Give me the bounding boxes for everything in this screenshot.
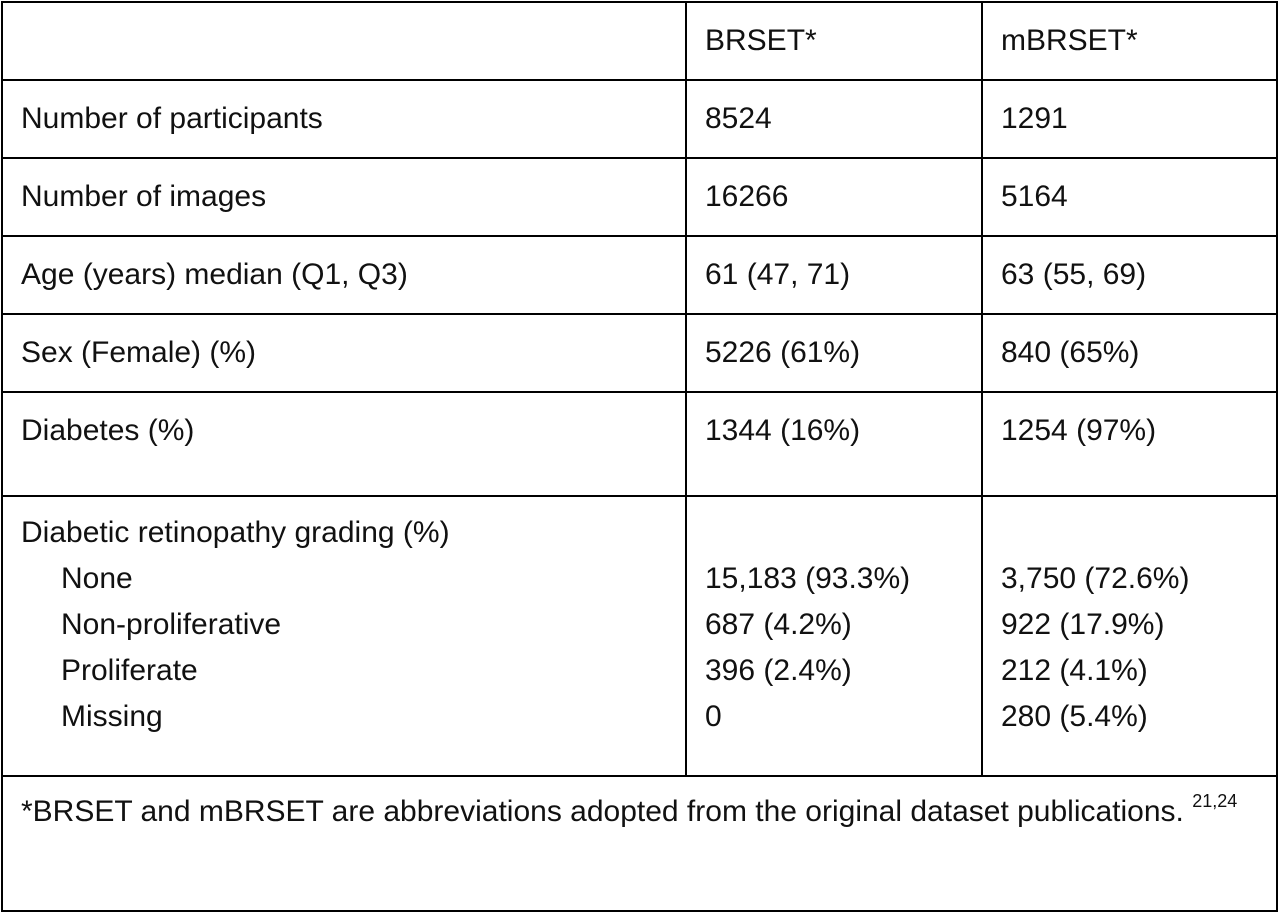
header-label-cell <box>1 1 687 81</box>
spacer <box>705 510 981 556</box>
footnote-cell: *BRSET and mBRSET are abbreviations adop… <box>1 775 1278 912</box>
spacer <box>1001 510 1276 556</box>
row-label: Sex (Female) (%) <box>1 313 687 393</box>
grading-title: Diabetic retinopathy grading (%) <box>21 516 450 549</box>
grading-item-label: Non-proliferative <box>61 608 282 641</box>
footnote-text: *BRSET and mBRSET are abbreviations adop… <box>21 795 1184 828</box>
table-row: Number of images 16266 5164 <box>1 157 1278 237</box>
grading-item-label: Missing <box>61 700 163 733</box>
row-mbrset-value: 63 (55, 69) <box>981 235 1278 315</box>
table-row: Diabetes (%) 1344 (16%) 1254 (97%) <box>1 391 1278 497</box>
grading-mbrset-value: 212 (4.1%) <box>1001 654 1148 687</box>
grading-item-label: None <box>61 562 133 595</box>
row-label: Number of participants <box>1 79 687 159</box>
row-brset-value: 61 (47, 71) <box>685 235 983 315</box>
row-label: Number of images <box>1 157 687 237</box>
grading-mbrset-value: 3,750 (72.6%) <box>1001 562 1190 595</box>
row-mbrset-value: 1291 <box>981 79 1278 159</box>
row-brset-value: 8524 <box>685 79 983 159</box>
grading-mbrset-value: 280 (5.4%) <box>1001 700 1148 733</box>
grading-mbrset-cell: 3,750 (72.6%) 922 (17.9%) 212 (4.1%) 280… <box>981 495 1278 777</box>
row-mbrset-value: 1254 (97%) <box>981 391 1278 497</box>
grading-mbrset-value: 922 (17.9%) <box>1001 608 1165 641</box>
row-label: Diabetes (%) <box>1 391 687 497</box>
grading-brset-value: 15,183 (93.3%) <box>705 562 911 595</box>
row-mbrset-value: 5164 <box>981 157 1278 237</box>
header-mbrset: mBRSET* <box>981 1 1278 81</box>
row-brset-value: 16266 <box>685 157 983 237</box>
row-brset-value: 1344 (16%) <box>685 391 983 497</box>
footnote-refs: 21,24 <box>1192 791 1238 811</box>
footnote-row: *BRSET and mBRSET are abbreviations adop… <box>1 775 1278 912</box>
grading-brset-value: 0 <box>705 700 722 733</box>
grading-item-label: Proliferate <box>61 654 198 687</box>
grading-label-cell: Diabetic retinopathy grading (%) None No… <box>1 495 687 777</box>
table-row: Number of participants 8524 1291 <box>1 79 1278 159</box>
grading-brset-value: 396 (2.4%) <box>705 654 852 687</box>
table-row: Sex (Female) (%) 5226 (61%) 840 (65%) <box>1 313 1278 393</box>
grading-brset-value: 687 (4.2%) <box>705 608 852 641</box>
grading-row: Diabetic retinopathy grading (%) None No… <box>1 495 1278 777</box>
header-brset: BRSET* <box>685 1 983 81</box>
row-brset-value: 5226 (61%) <box>685 313 983 393</box>
grading-brset-cell: 15,183 (93.3%) 687 (4.2%) 396 (2.4%) 0 <box>685 495 983 777</box>
table-row: Age (years) median (Q1, Q3) 61 (47, 71) … <box>1 235 1278 315</box>
row-mbrset-value: 840 (65%) <box>981 313 1278 393</box>
header-row: BRSET* mBRSET* <box>1 1 1278 81</box>
row-label: Age (years) median (Q1, Q3) <box>1 235 687 315</box>
